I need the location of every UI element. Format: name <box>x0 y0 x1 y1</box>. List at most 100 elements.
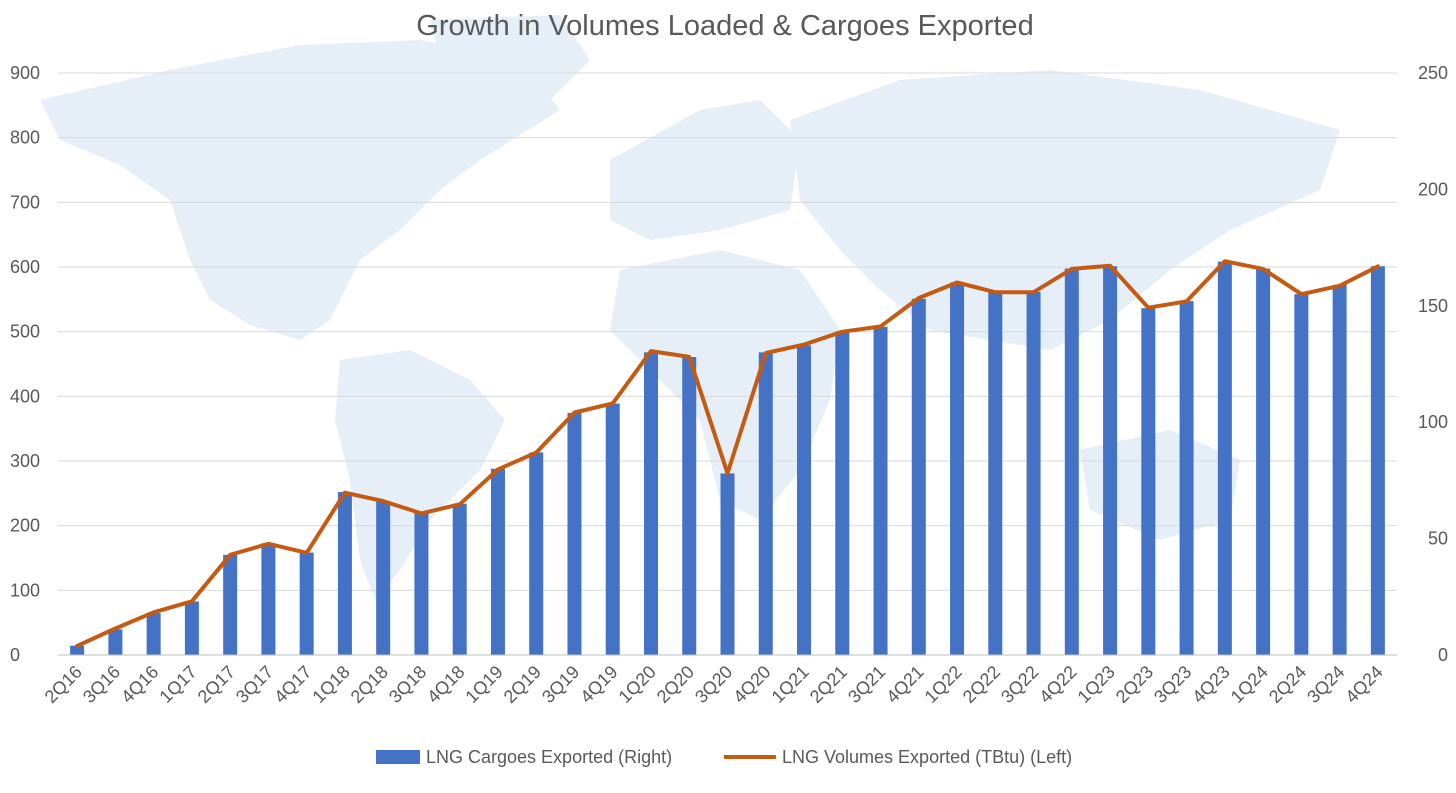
volumes-point <box>649 349 653 353</box>
cargo-bar <box>911 298 926 655</box>
legend: LNG Cargoes Exported (Right) LNG Volumes… <box>376 747 1072 767</box>
map-asia <box>790 70 1340 350</box>
cargo-bar <box>873 326 888 655</box>
volumes-point <box>343 491 347 495</box>
map-greenland <box>430 15 590 110</box>
volumes-point <box>113 626 117 630</box>
cargo-bar <box>376 501 391 655</box>
volumes-point <box>305 551 309 555</box>
cargo-bar <box>835 331 850 655</box>
volumes-point <box>1376 264 1380 268</box>
volumes-point <box>572 411 576 414</box>
cargo-bar <box>720 473 735 655</box>
cargo-bar <box>1103 266 1118 655</box>
cargo-bar <box>108 629 123 655</box>
cargo-bar <box>1294 294 1309 655</box>
cargo-bar <box>797 345 812 655</box>
left-tick-label: 800 <box>10 128 40 148</box>
cargo-bar <box>1179 301 1194 655</box>
volumes-point <box>917 296 921 300</box>
volumes-point <box>1070 267 1074 271</box>
volumes-point <box>955 281 959 285</box>
cargo-bar <box>758 352 773 655</box>
volumes-point <box>1032 290 1036 294</box>
left-tick-label: 300 <box>10 451 40 471</box>
volumes-point <box>1223 259 1227 263</box>
cargo-bar <box>1141 308 1156 655</box>
cargo-bar <box>682 357 697 655</box>
volumes-point <box>764 351 768 355</box>
map-australia <box>1080 430 1240 540</box>
legend-label-volumes: LNG Volumes Exported (TBtu) (Left) <box>782 747 1072 767</box>
cargo-bar <box>988 291 1003 655</box>
right-axis: 0 50 100 150 200 250 <box>1418 63 1448 665</box>
cargo-bar <box>605 403 620 655</box>
cargo-bar <box>567 412 582 655</box>
right-tick-label: 0 <box>1438 645 1448 665</box>
volumes-point <box>1146 306 1150 310</box>
left-tick-label: 100 <box>10 580 40 600</box>
volumes-point <box>534 451 538 455</box>
cargo-bar <box>1217 261 1232 655</box>
left-tick-label: 900 <box>10 63 40 83</box>
right-tick-label: 150 <box>1418 296 1448 316</box>
legend-label-cargoes: LNG Cargoes Exported (Right) <box>426 747 672 767</box>
volumes-point <box>152 610 156 614</box>
cargo-bar <box>452 503 467 655</box>
map-north-america <box>40 40 560 340</box>
volumes-point <box>879 324 883 328</box>
volumes-point <box>802 343 806 347</box>
cargo-bar <box>146 613 161 655</box>
cargo-bar <box>529 452 544 655</box>
volumes-point <box>228 553 232 557</box>
volumes-point <box>419 511 423 515</box>
volumes-line-layer <box>75 259 1380 648</box>
cargo-bar <box>643 352 658 655</box>
volumes-point <box>1185 299 1189 303</box>
left-tick-label: 500 <box>10 322 40 342</box>
left-axis: 0 100 200 300 400 500 600 700 800 900 <box>10 63 40 665</box>
cargo-bar <box>1064 268 1079 655</box>
cargo-bar <box>299 552 314 655</box>
map-europe <box>610 100 800 240</box>
cargo-bar <box>490 468 505 655</box>
cargo-bar <box>950 282 965 655</box>
right-tick-label: 200 <box>1418 179 1448 199</box>
left-tick-label: 200 <box>10 516 40 536</box>
cargo-bar <box>1026 291 1041 655</box>
volumes-point <box>1261 267 1265 271</box>
volumes-point <box>75 644 79 648</box>
cargoes-bars <box>70 261 1385 655</box>
cargo-bar <box>1332 284 1347 655</box>
volumes-point <box>496 467 500 471</box>
volumes-point <box>726 471 729 475</box>
right-tick-label: 250 <box>1418 63 1448 83</box>
chart-title: Growth in Volumes Loaded & Cargoes Expor… <box>416 10 1033 42</box>
cargo-bar <box>1370 266 1385 655</box>
cargo-bar <box>414 512 429 655</box>
volumes-point <box>266 542 270 546</box>
volumes-point <box>687 355 691 359</box>
volumes-point <box>611 401 615 405</box>
volumes-point <box>381 499 385 503</box>
left-tick-label: 600 <box>10 257 40 277</box>
right-tick-label: 50 <box>1428 529 1448 549</box>
volumes-point <box>1338 284 1342 288</box>
left-tick-label: 400 <box>10 386 40 406</box>
map-africa <box>610 250 840 520</box>
volumes-point <box>840 330 844 334</box>
cargo-bar <box>223 554 238 655</box>
left-tick-label: 0 <box>10 645 20 665</box>
world-map-backdrop <box>40 15 1340 600</box>
right-tick-label: 100 <box>1418 412 1448 432</box>
cargo-bar <box>261 543 276 655</box>
volumes-point <box>458 502 462 506</box>
volumes-point <box>1108 264 1112 268</box>
cargo-bar <box>1256 268 1271 655</box>
legend-swatch-cargoes <box>376 750 420 764</box>
cargo-bar <box>70 645 85 655</box>
cargo-bar <box>184 601 199 655</box>
volumes-point <box>993 290 997 294</box>
